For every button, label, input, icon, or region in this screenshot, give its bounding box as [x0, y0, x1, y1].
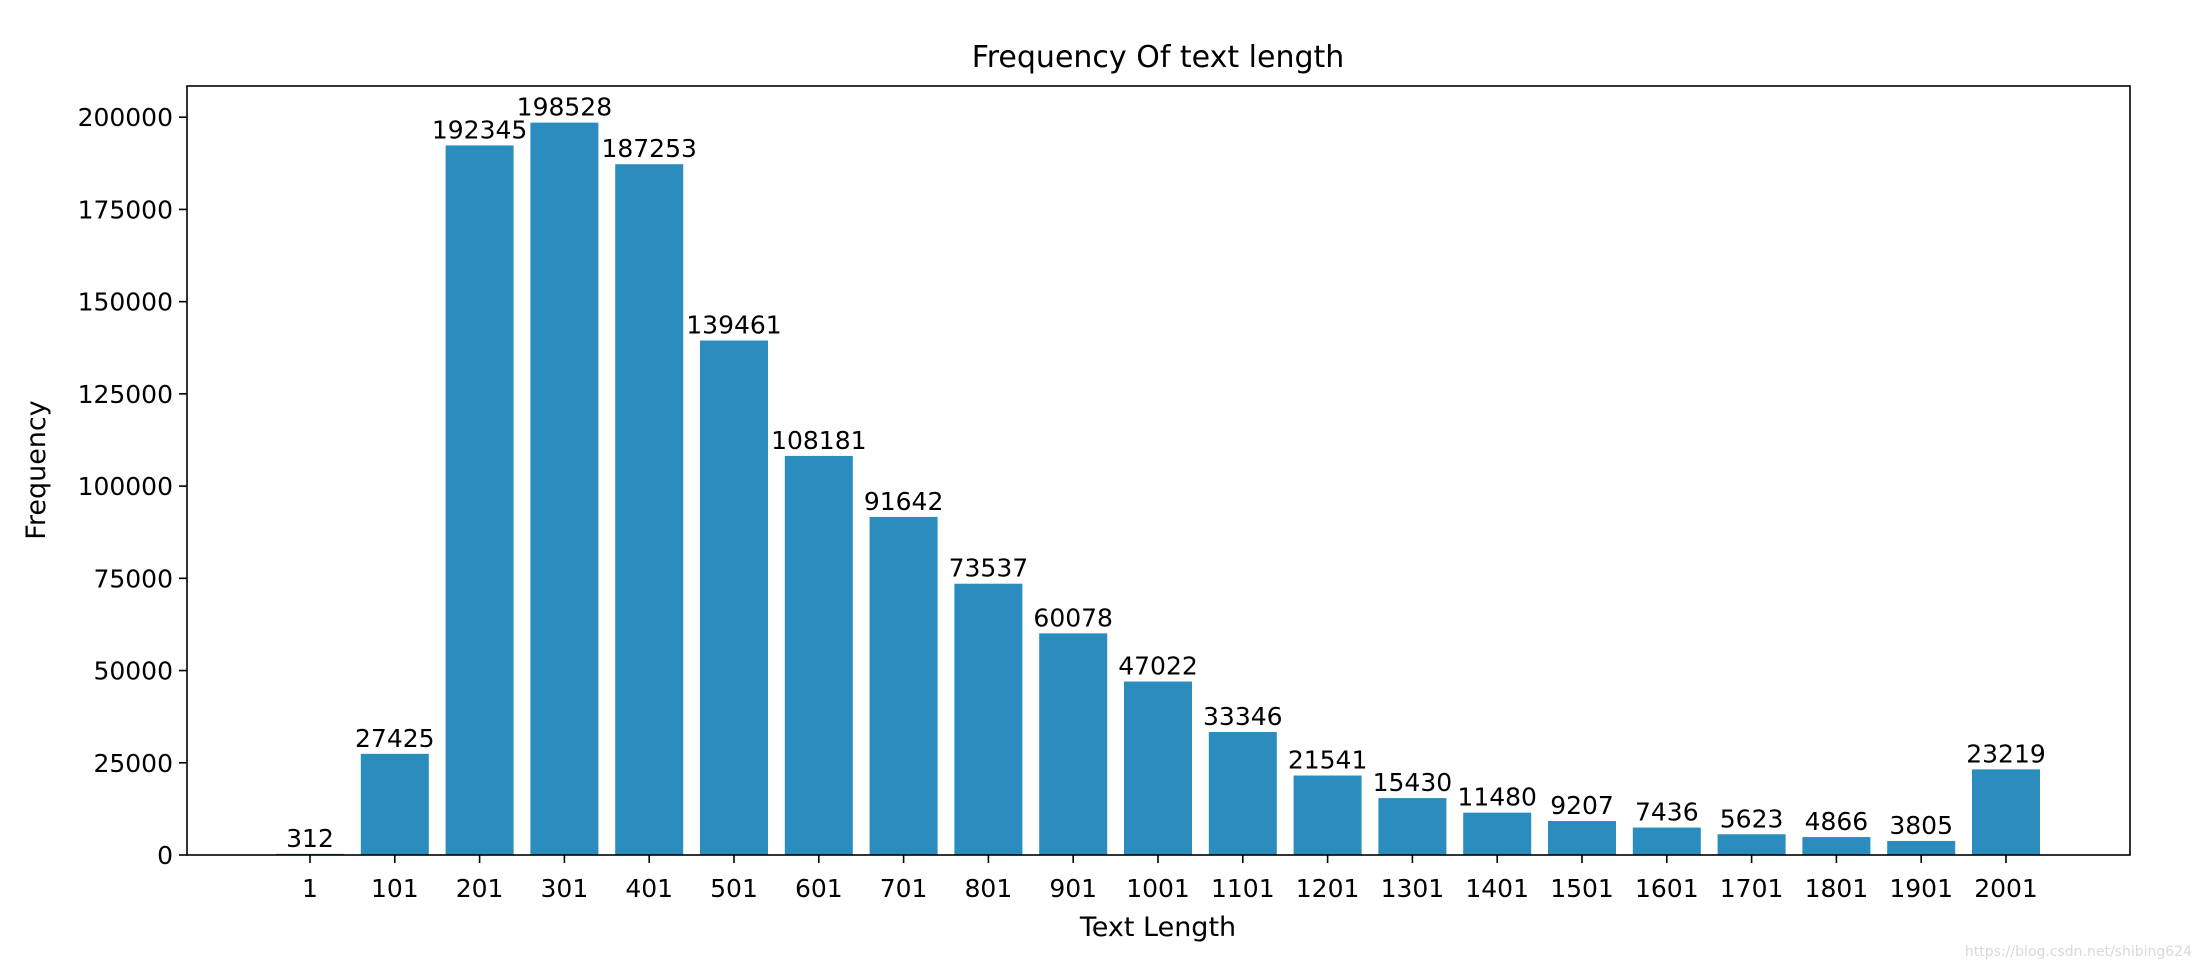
bar [1039, 633, 1108, 855]
bar [700, 340, 768, 856]
chart-title: Frequency Of text length [972, 40, 1345, 75]
x-tick-label: 1201 [1296, 874, 1360, 903]
y-tick-label: 50000 [93, 657, 173, 686]
y-tick-label: 200000 [78, 103, 173, 132]
bar-value-label: 60078 [1033, 603, 1113, 632]
y-tick-label: 125000 [78, 380, 173, 409]
bar [1717, 834, 1786, 855]
x-tick-label: 901 [1049, 874, 1097, 903]
bar-value-label: 192345 [432, 115, 527, 144]
bar [1802, 837, 1871, 855]
bar [1378, 798, 1447, 855]
x-tick-label: 1701 [1720, 874, 1784, 903]
x-tick-label: 1301 [1381, 874, 1445, 903]
y-tick-label: 75000 [93, 564, 173, 593]
bar-value-label: 21541 [1288, 746, 1368, 775]
bar [1632, 827, 1701, 855]
x-tick-label: 401 [625, 874, 673, 903]
bar-value-label: 139461 [686, 311, 781, 340]
y-tick-label: 25000 [93, 749, 173, 778]
y-tick-label: 0 [157, 841, 173, 870]
watermark: https://blog.csdn.net/shibing624 [1964, 944, 2192, 960]
x-tick-label: 1101 [1211, 874, 1275, 903]
x-tick-label: 201 [456, 874, 504, 903]
bar-value-label: 3805 [1889, 811, 1953, 840]
x-tick-label: 1801 [1805, 874, 1869, 903]
y-tick-label: 175000 [78, 195, 173, 224]
bar [1548, 821, 1616, 855]
bar [1972, 769, 2040, 855]
bar-value-label: 198528 [517, 93, 612, 122]
x-tick-label: 501 [710, 874, 758, 903]
bar [784, 455, 853, 855]
bar-value-label: 187253 [601, 134, 696, 163]
x-tick-label: 1001 [1126, 874, 1190, 903]
bar-value-label: 91642 [864, 487, 944, 516]
plot-frame [186, 85, 2131, 856]
bar [954, 583, 1023, 855]
bar-value-label: 4866 [1805, 807, 1869, 836]
x-tick-label: 1901 [1889, 874, 1953, 903]
x-tick-label: 1 [302, 874, 318, 903]
bar [1293, 775, 1362, 855]
bar [360, 753, 429, 855]
x-axis-label: Text Length [1079, 912, 1236, 943]
bar-value-label: 15430 [1373, 768, 1453, 797]
x-tick-label: 701 [880, 874, 928, 903]
x-tick-label: 301 [541, 874, 589, 903]
bar-value-label: 73537 [949, 554, 1029, 583]
x-tick-label: 1401 [1465, 874, 1529, 903]
bar-value-label: 312 [286, 824, 334, 853]
bar [1124, 681, 1192, 855]
bar [1887, 840, 1956, 855]
x-tick-label: 1601 [1635, 874, 1699, 903]
x-tick-label: 601 [795, 874, 843, 903]
bars-group [276, 122, 2040, 856]
x-tick-label: 101 [371, 874, 419, 903]
bar-value-label: 9207 [1550, 791, 1614, 820]
x-tick-label: 1501 [1550, 874, 1614, 903]
bar-value-label: 33346 [1203, 702, 1283, 731]
bar [445, 145, 514, 855]
bar-value-label: 23219 [1966, 739, 2046, 768]
bar [530, 122, 599, 855]
bar [869, 516, 938, 855]
y-axis-label: Frequency [21, 400, 52, 540]
bar-value-label: 47022 [1118, 652, 1198, 681]
y-tick-label: 150000 [78, 288, 173, 317]
bar [1208, 731, 1277, 855]
bar [1463, 812, 1532, 855]
y-tick-label: 100000 [78, 472, 173, 501]
bar-value-label: 7436 [1635, 798, 1699, 827]
x-axis: 1 101 201 301 401 501 601 701 801 901 1001 1101 1201… [302, 855, 2038, 903]
bar-value-label: 108181 [771, 426, 866, 455]
x-tick-label: 2001 [1974, 874, 2038, 903]
y-axis: 0 25000 50000 75000 100000 125000 150000 175000… [78, 103, 187, 870]
bar-value-label: 11480 [1457, 783, 1537, 812]
bar-value-label: 27425 [355, 724, 435, 753]
x-tick-label: 801 [965, 874, 1013, 903]
bar [615, 164, 684, 855]
bar-value-label: 5623 [1720, 804, 1784, 833]
